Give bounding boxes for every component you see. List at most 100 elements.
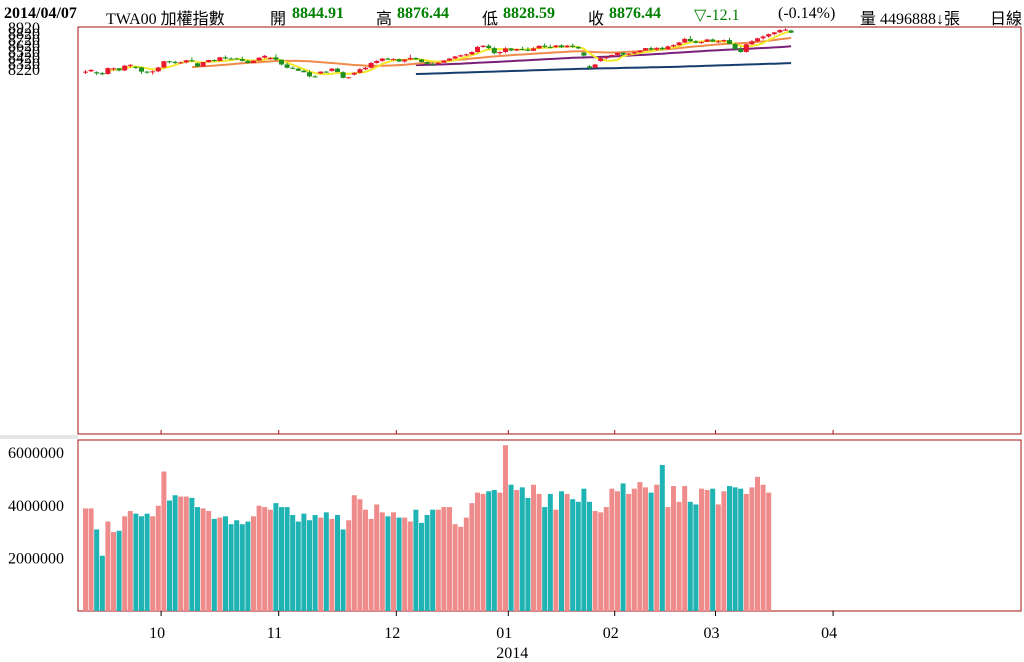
volume-bar	[189, 497, 195, 611]
candle-body	[447, 58, 452, 61]
volume-bar	[710, 488, 716, 611]
volume-bar	[105, 521, 111, 611]
volume-bar	[671, 486, 676, 611]
volume-tick-label: 2000000	[8, 550, 64, 567]
low-label: 低	[482, 11, 499, 28]
candle-body	[211, 60, 217, 62]
candle-body	[564, 45, 570, 48]
volume-bar	[295, 521, 301, 611]
volume-bar	[508, 484, 514, 611]
volume-bar	[727, 486, 732, 611]
volume-bar	[279, 507, 284, 611]
volume-bar	[402, 517, 408, 611]
candle-body	[189, 60, 195, 62]
candle-body	[682, 38, 688, 43]
candle-body	[654, 47, 660, 50]
candle-body	[727, 40, 732, 44]
candle-body	[357, 69, 363, 73]
volume-bar	[407, 521, 413, 611]
candle-body	[183, 60, 189, 63]
candle-body	[127, 64, 133, 66]
candle-body	[615, 52, 620, 55]
candle-body	[245, 60, 251, 63]
volume-bar	[329, 518, 335, 611]
candle-body	[105, 68, 111, 75]
volume-bar	[699, 488, 704, 611]
volume-bar	[536, 493, 542, 611]
volume-bar	[648, 492, 654, 611]
volume-bar	[430, 509, 436, 611]
candle-body	[732, 43, 738, 50]
candle-body	[531, 48, 536, 51]
volume-bar	[211, 518, 217, 611]
month-label: 11	[267, 625, 282, 642]
candle-body	[637, 50, 643, 53]
volume-bar	[228, 524, 234, 611]
candle-body	[88, 69, 94, 72]
candle-body	[671, 45, 676, 47]
candle-body	[503, 48, 508, 52]
volume-bar	[609, 488, 615, 611]
candle-body	[144, 71, 150, 73]
volume-bar	[693, 504, 699, 611]
candle-body	[279, 59, 284, 65]
volume-bar	[587, 501, 592, 611]
candle-body	[374, 60, 380, 63]
volume-bar	[172, 495, 178, 611]
candle-body	[648, 48, 654, 50]
candle-body	[301, 70, 307, 73]
volume-bar	[581, 488, 587, 611]
volume-bar	[553, 509, 559, 611]
close-value: 8876.44	[609, 5, 661, 22]
volume-bar	[704, 489, 710, 611]
price-tick-label: 8520	[8, 44, 40, 61]
candle-body	[251, 60, 256, 63]
volume-bar	[323, 512, 329, 611]
candle-body	[547, 46, 553, 48]
candle-body	[217, 57, 223, 61]
candle-body	[172, 61, 178, 63]
candle-body	[335, 68, 340, 72]
month-label: 12	[384, 625, 400, 642]
volume-bar	[542, 507, 548, 611]
volume-bar	[626, 493, 632, 611]
volume-bar	[307, 520, 312, 611]
candle-body	[340, 72, 346, 78]
volume-bar	[340, 529, 346, 611]
candle-body	[122, 65, 128, 71]
volume-bar	[290, 514, 296, 611]
price-tick-label: 8620	[8, 38, 40, 55]
open-value: 8844.91	[292, 5, 344, 22]
month-label: 03	[704, 625, 720, 642]
volume-bar	[755, 476, 760, 611]
candle-body	[620, 52, 626, 55]
candle-body	[111, 68, 116, 70]
candle-body	[603, 57, 609, 59]
month-label: 01	[496, 625, 512, 642]
volume-bar	[564, 493, 570, 611]
volume-bar	[570, 499, 576, 611]
candle-body	[435, 62, 441, 64]
volume-bar	[256, 505, 262, 611]
volume-readout: 量 4496888↓張	[860, 11, 961, 28]
volume-bar	[335, 514, 340, 611]
candle-body	[290, 67, 296, 69]
candle-body	[721, 40, 727, 42]
candle-body	[760, 36, 766, 39]
candle-body	[178, 62, 184, 64]
candle-body	[94, 72, 100, 74]
month-label: 10	[149, 625, 165, 642]
volume-bar	[234, 520, 240, 611]
volume-bar	[116, 530, 122, 611]
close-label: 收	[588, 11, 605, 28]
candle-body	[587, 66, 592, 68]
candle-body	[295, 68, 301, 71]
candle-body	[559, 45, 564, 48]
candle-body	[469, 51, 475, 55]
volume-bar	[486, 491, 492, 611]
volume-bar	[631, 488, 637, 611]
candle-body	[643, 48, 648, 51]
candle-body	[133, 66, 139, 68]
candle-body	[363, 67, 368, 70]
month-label: 02	[603, 625, 619, 642]
